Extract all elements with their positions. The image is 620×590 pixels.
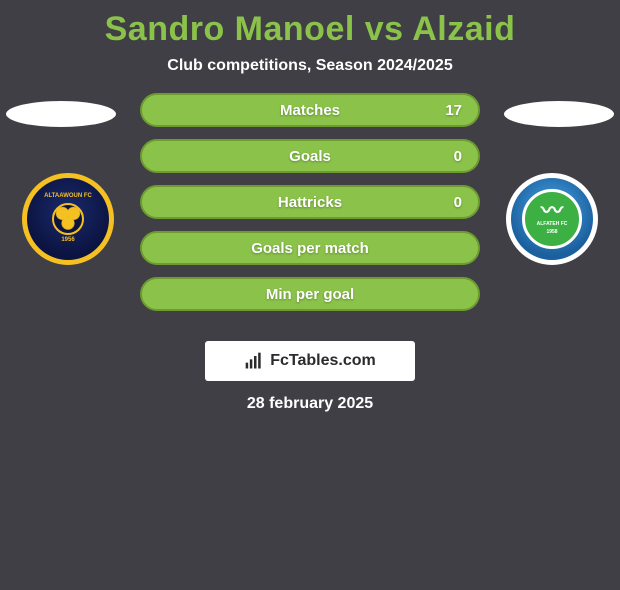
crest-right-year: 1958: [546, 229, 557, 235]
club-crest-left: ALTAAWOUN FC 1956: [22, 173, 114, 265]
stat-row-matches: Matches 17: [140, 93, 480, 127]
crest-left-year: 1956: [44, 237, 92, 245]
subtitle: Club competitions, Season 2024/2025: [0, 57, 620, 75]
crest-right-wave-icon: 〰: [541, 203, 563, 218]
crest-right-name: ALFATEH FC: [537, 221, 568, 227]
shadow-left: [6, 101, 116, 127]
stat-label: Min per goal: [266, 286, 354, 303]
stats-list: Matches 17 Goals 0 Hattricks 0 Goals per…: [140, 93, 480, 311]
comparison-content: ALTAAWOUN FC 1956 〰 ALFATEH FC 1958 Matc…: [0, 93, 620, 323]
club-crest-right: 〰 ALFATEH FC 1958: [506, 173, 598, 265]
page-title: Sandro Manoel vs Alzaid: [0, 10, 620, 49]
stat-value: 0: [454, 194, 462, 211]
brand-chart-icon: [244, 351, 264, 371]
stat-label: Goals per match: [251, 240, 369, 257]
stat-label: Hattricks: [278, 194, 342, 211]
brand-text: FcTables.com: [270, 352, 376, 370]
crest-left-name: ALTAAWOUN FC: [44, 193, 92, 201]
date-label: 28 february 2025: [0, 395, 620, 413]
stat-row-hattricks: Hattricks 0: [140, 185, 480, 219]
crest-right-inner: 〰 ALFATEH FC 1958: [522, 189, 582, 249]
stat-row-min-per-goal: Min per goal: [140, 277, 480, 311]
stat-row-goals: Goals 0: [140, 139, 480, 173]
brand-badge: FcTables.com: [205, 341, 415, 381]
stat-label: Matches: [280, 102, 340, 119]
crest-left-ball-icon: [52, 203, 84, 235]
stat-value: 17: [445, 102, 462, 119]
stat-label: Goals: [289, 148, 331, 165]
stat-row-goals-per-match: Goals per match: [140, 231, 480, 265]
shadow-right: [504, 101, 614, 127]
stat-value: 0: [454, 148, 462, 165]
crest-left-inner: ALTAAWOUN FC 1956: [44, 193, 92, 245]
